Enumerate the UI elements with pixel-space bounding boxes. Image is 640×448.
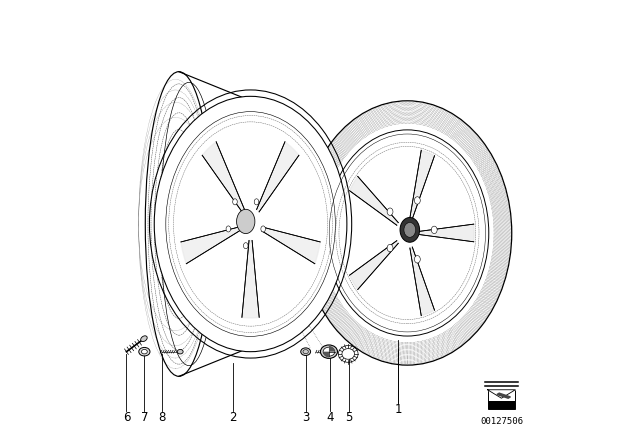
Text: 7: 7 xyxy=(141,411,148,424)
Polygon shape xyxy=(262,227,320,264)
Bar xyxy=(488,401,515,409)
Polygon shape xyxy=(488,390,515,398)
Wedge shape xyxy=(329,346,335,352)
Polygon shape xyxy=(349,241,398,289)
Text: 00127506: 00127506 xyxy=(480,417,523,426)
Polygon shape xyxy=(419,224,474,242)
Polygon shape xyxy=(242,241,259,318)
Ellipse shape xyxy=(415,197,420,204)
Text: 2: 2 xyxy=(229,411,236,424)
Ellipse shape xyxy=(226,226,230,232)
Text: 8: 8 xyxy=(159,411,166,424)
Polygon shape xyxy=(349,177,398,225)
Ellipse shape xyxy=(431,226,437,233)
Polygon shape xyxy=(497,393,511,398)
Ellipse shape xyxy=(404,223,415,237)
Ellipse shape xyxy=(323,347,335,356)
Polygon shape xyxy=(410,247,435,316)
Ellipse shape xyxy=(342,349,355,359)
Ellipse shape xyxy=(321,345,337,358)
Ellipse shape xyxy=(237,209,255,233)
Ellipse shape xyxy=(243,243,248,249)
Ellipse shape xyxy=(261,226,266,232)
Polygon shape xyxy=(242,241,259,318)
Text: 1: 1 xyxy=(395,403,402,417)
Ellipse shape xyxy=(415,255,420,263)
Polygon shape xyxy=(410,150,435,219)
Ellipse shape xyxy=(400,217,420,242)
Polygon shape xyxy=(202,142,244,212)
Ellipse shape xyxy=(141,336,147,341)
Polygon shape xyxy=(257,142,299,212)
Text: 6: 6 xyxy=(123,411,130,424)
Polygon shape xyxy=(181,227,239,264)
Ellipse shape xyxy=(301,348,310,356)
Ellipse shape xyxy=(387,244,393,252)
Ellipse shape xyxy=(254,199,259,205)
Polygon shape xyxy=(349,241,398,289)
Ellipse shape xyxy=(139,348,150,356)
Polygon shape xyxy=(349,177,398,225)
Text: 3: 3 xyxy=(302,411,309,424)
Bar xyxy=(488,390,515,409)
Text: 5: 5 xyxy=(346,411,353,424)
Polygon shape xyxy=(181,227,239,264)
Polygon shape xyxy=(257,142,299,212)
Ellipse shape xyxy=(233,199,237,205)
Ellipse shape xyxy=(154,96,347,352)
Ellipse shape xyxy=(387,208,393,215)
Ellipse shape xyxy=(141,349,147,354)
Ellipse shape xyxy=(326,130,489,336)
Polygon shape xyxy=(410,150,435,219)
Polygon shape xyxy=(419,224,474,242)
Polygon shape xyxy=(262,227,320,264)
Polygon shape xyxy=(202,142,244,212)
Wedge shape xyxy=(323,352,329,358)
Text: 4: 4 xyxy=(326,411,333,424)
Ellipse shape xyxy=(177,349,183,354)
Polygon shape xyxy=(410,247,435,316)
Ellipse shape xyxy=(303,101,512,365)
